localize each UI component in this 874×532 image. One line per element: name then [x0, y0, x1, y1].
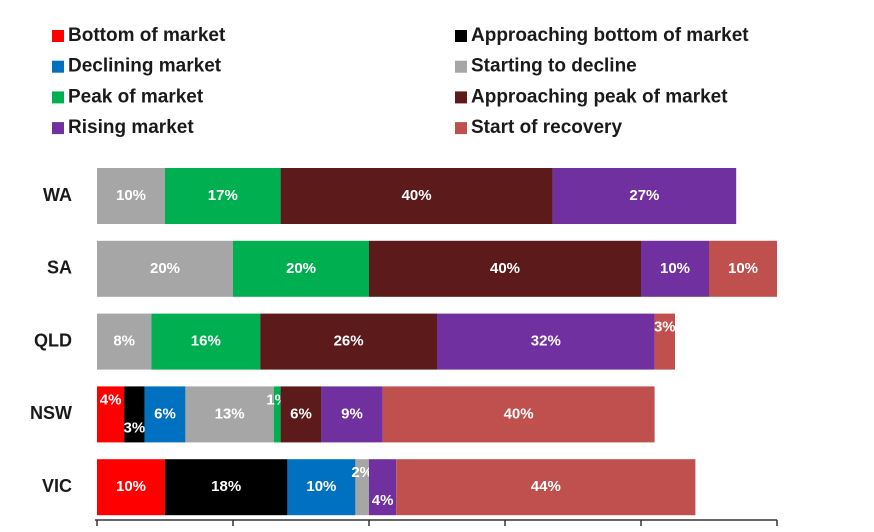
bar-segment [124, 386, 145, 443]
legend-label: Approaching bottom of market [471, 25, 749, 46]
data-label: 3% [654, 319, 676, 336]
data-label: 16% [191, 333, 221, 350]
data-label: 2% [351, 464, 373, 481]
legend-swatch [455, 30, 467, 42]
bar-segment [396, 459, 696, 516]
bar-segment [437, 313, 655, 370]
y-tick-label: WA [43, 185, 72, 205]
bar-segment [185, 386, 274, 443]
legend-swatch [52, 30, 64, 42]
legend-label: Approaching peak of market [471, 86, 728, 107]
bar-segment [165, 459, 288, 516]
data-label: 8% [113, 333, 135, 350]
legend-label: Bottom of market [68, 25, 226, 46]
bar-segment [97, 386, 125, 443]
data-label: 20% [150, 260, 180, 277]
bar-segment [287, 459, 356, 516]
data-label: 44% [531, 478, 561, 495]
data-label: 20% [286, 260, 316, 277]
y-tick-label: QLD [34, 330, 72, 350]
data-label: 10% [116, 187, 146, 204]
bar-segment [97, 168, 165, 224]
bar-segment [280, 386, 322, 443]
bar-segment [355, 459, 369, 516]
data-label: 13% [215, 405, 245, 422]
data-label: 26% [334, 333, 364, 350]
y-tick-label: NSW [30, 403, 72, 423]
bar-segment [233, 240, 369, 297]
data-label: 32% [531, 333, 561, 350]
bar-segment [321, 386, 383, 443]
data-label: 27% [629, 187, 659, 204]
bar-segment [151, 313, 261, 370]
bar-segment [97, 313, 152, 370]
bar-segment [165, 168, 281, 224]
legend-swatch [455, 122, 467, 135]
data-label: 40% [504, 405, 534, 422]
bar-segment [641, 240, 709, 297]
bar-segment [369, 459, 397, 516]
legend-label: Declining market [68, 56, 222, 77]
legend-swatch [52, 91, 64, 104]
bar-segment [97, 459, 165, 516]
data-label: 40% [490, 260, 520, 277]
bar-segment [709, 240, 777, 297]
legend-label: Starting to decline [471, 56, 637, 77]
y-tick-label: SA [47, 258, 72, 278]
data-label: 10% [660, 260, 690, 277]
bar-segment [260, 313, 437, 370]
legend-swatch [52, 122, 64, 135]
data-label: 6% [290, 405, 312, 422]
legend-swatch [52, 60, 64, 73]
legend-label: Start of recovery [471, 117, 622, 138]
legend-label: Peak of market [68, 86, 204, 107]
legend-swatch [455, 60, 467, 73]
data-label: 3% [124, 419, 146, 436]
legend-label: Rising market [68, 117, 194, 138]
data-label: 10% [728, 260, 758, 277]
y-tick-label: VIC [42, 476, 72, 496]
bar-segment [382, 386, 655, 443]
data-label: 4% [372, 492, 394, 509]
bar-segment [654, 313, 675, 370]
data-label: 18% [211, 478, 241, 495]
data-label: 10% [116, 478, 146, 495]
data-label: 6% [154, 405, 176, 422]
data-label: 10% [306, 478, 336, 495]
data-label: 17% [208, 187, 238, 204]
bar-segment [144, 386, 186, 443]
bar-segment [273, 386, 281, 443]
bar-segment [552, 168, 737, 224]
legend-swatch [455, 91, 467, 104]
data-label: 4% [100, 391, 122, 408]
bar-segment [280, 168, 553, 224]
bar-segment [369, 240, 641, 297]
data-label: 40% [402, 187, 432, 204]
bar-segment [97, 240, 233, 297]
data-label: 9% [341, 405, 363, 422]
